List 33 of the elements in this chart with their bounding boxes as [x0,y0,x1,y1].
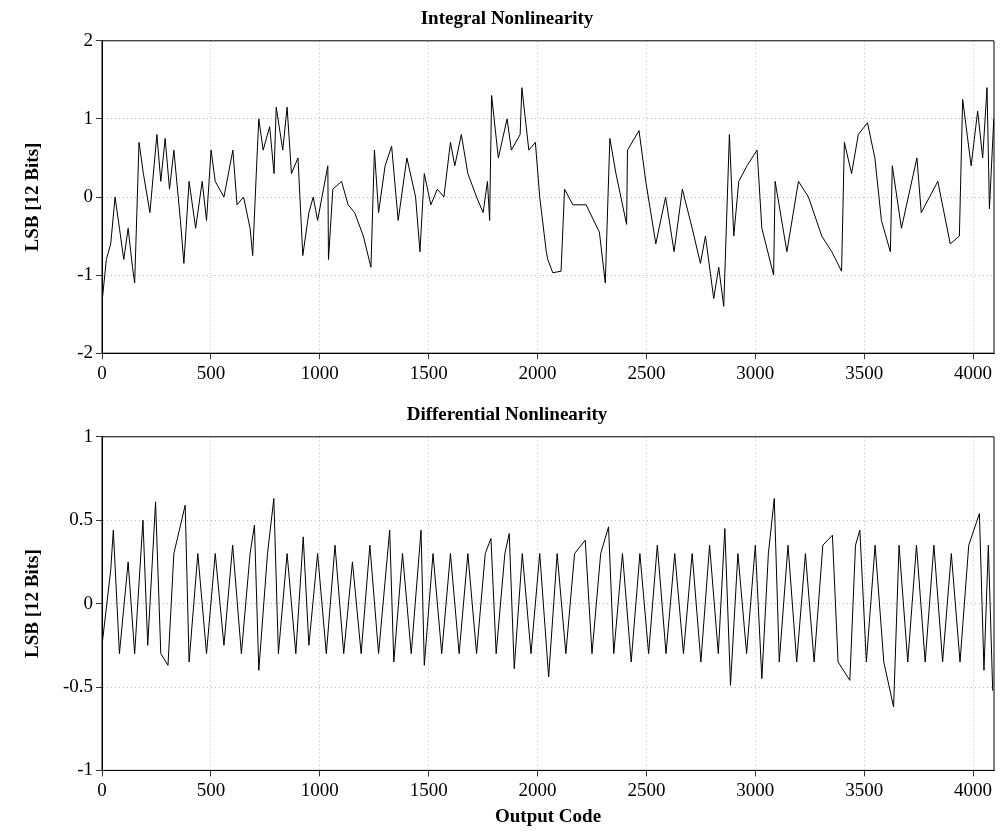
x-tick-label: 3500 [845,361,884,383]
x-tick-label: 500 [196,361,226,383]
x-tick-label: 1000 [300,778,339,800]
y-tick-label: 2 [83,28,93,50]
x-tick-label: 2000 [518,778,557,800]
x-tick-label: 4000 [954,778,993,800]
x-tick-label: 2500 [627,361,666,383]
y-tick-label: -0.5 [62,674,93,696]
y-tick-label: 0.5 [69,508,93,530]
x-tick-label: 3500 [845,778,884,800]
y-axis-title: LSB [12 Bits] [21,549,43,658]
x-tick-label: 3000 [736,361,775,383]
chart-title: Integral Nonlinearity [420,7,594,29]
x-axis-title: Output Code [494,804,602,826]
y-tick-label: 1 [83,106,93,128]
x-tick-label: 4000 [954,361,993,383]
x-tick-label: 3000 [736,778,775,800]
x-tick-label: 1500 [409,361,448,383]
x-tick-label: 0 [97,778,107,800]
y-axis-title: LSB [12 Bits] [21,142,43,252]
x-tick-label: 1000 [300,361,339,383]
x-tick-label: 1500 [409,778,448,800]
chart-title: Differential Nonlinearity [406,403,608,425]
y-tick-label: -2 [77,341,93,363]
y-tick-label: 0 [83,184,93,206]
x-tick-label: 0 [97,361,107,383]
y-tick-label: -1 [77,758,93,780]
y-tick-label: 1 [83,424,93,446]
y-tick-label: 0 [83,591,93,613]
y-tick-label: -1 [77,263,93,285]
x-tick-label: 500 [196,778,226,800]
x-tick-label: 2500 [627,778,666,800]
x-tick-label: 2000 [518,361,557,383]
